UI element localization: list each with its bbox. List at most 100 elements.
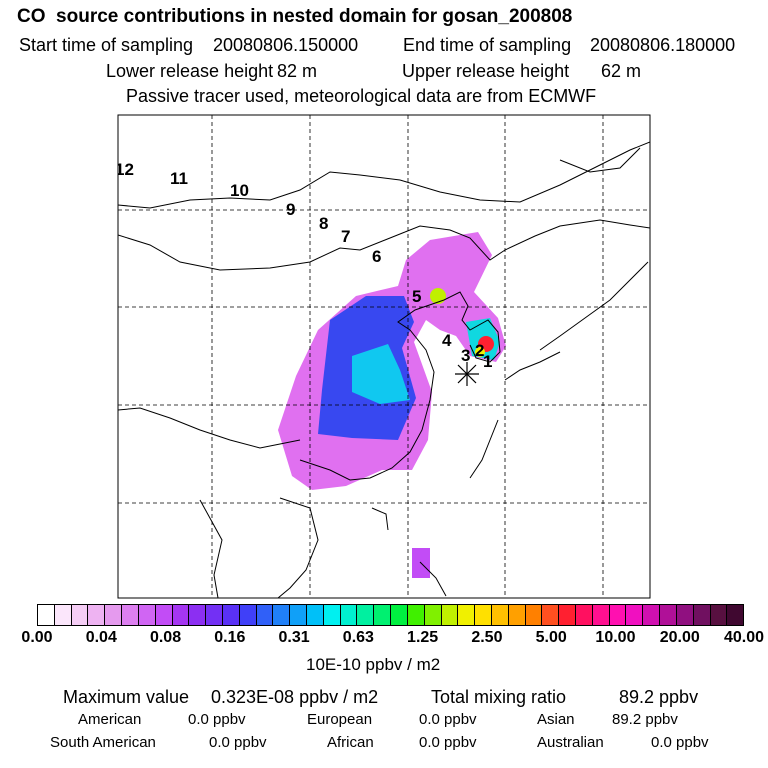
region-name: African <box>327 734 374 751</box>
region-name: Asian <box>537 711 575 728</box>
colorbar-segment <box>542 605 560 625</box>
colorbar-segment <box>424 605 442 625</box>
plume-high <box>475 347 485 357</box>
colorbar-segment <box>710 605 728 625</box>
end-time-value: 20080806.180000 <box>590 35 736 55</box>
region-name: American <box>78 711 142 728</box>
start-time-label: Start time of sampling <box>19 35 194 55</box>
max-value-label: Maximum value <box>63 687 190 707</box>
colorbar-segment <box>609 605 627 625</box>
colorbar-segment <box>660 605 677 625</box>
colorbar-tick-label: 0.08 <box>149 629 182 646</box>
colorbar-segment <box>54 605 72 625</box>
plume-core-inland <box>352 344 410 404</box>
colorbar <box>37 604 744 626</box>
colorbar-segment <box>122 605 139 625</box>
colorbar-segment <box>88 605 106 625</box>
colorbar-segment <box>559 605 576 625</box>
track-label: 1 <box>483 352 492 371</box>
plot-title: CO source contributions in nested domain… <box>17 6 573 27</box>
colorbar-segment <box>676 605 694 625</box>
receptor-marker <box>455 362 479 386</box>
colorbar-segment <box>626 605 644 625</box>
region-value: 89.2 ppbv <box>612 711 678 728</box>
colorbar-tick-label: 0.31 <box>278 629 310 646</box>
region-value: 0.0 ppbv <box>651 734 709 751</box>
track-label: 3 <box>461 346 470 365</box>
colorbar-segment <box>105 605 123 625</box>
region-name: Australian <box>537 734 604 751</box>
start-time-value: 20080806.150000 <box>213 35 359 55</box>
track-label: 10 <box>230 181 249 200</box>
upper-height-value: 62 m <box>601 61 642 81</box>
upper-height-label: Upper release height <box>402 61 570 81</box>
colorbar-tick-label: 2.50 <box>471 629 503 646</box>
colorbar-tick-label: 0.00 <box>21 629 53 646</box>
coastlines <box>118 141 650 598</box>
colorbar-segment <box>340 605 358 625</box>
trajectory-labels: 12 11 10 9 8 7 6 5 4 3 2 1 <box>115 160 492 371</box>
lat-lon-grid <box>118 115 650 598</box>
lower-height-label: Lower release height <box>106 61 274 81</box>
colorbar-segment <box>491 605 509 625</box>
colorbar-segment <box>525 605 543 625</box>
colorbar-segment <box>693 605 711 625</box>
colorbar-segment <box>71 605 89 625</box>
colorbar-segment <box>407 605 425 625</box>
track-label: 4 <box>442 331 452 350</box>
colorbar-segment <box>576 605 593 625</box>
track-label: 9 <box>286 200 295 219</box>
track-label: 11 <box>170 169 188 188</box>
colorbar-segment <box>357 605 375 625</box>
colorbar-segment <box>643 605 661 625</box>
max-value: 0.323E-08 ppbv / m2 <box>211 687 379 707</box>
track-label: 2 <box>475 341 484 360</box>
colorbar-segment <box>172 605 190 625</box>
colorbar-segment <box>374 605 392 625</box>
colorbar-tick-label: 40.00 <box>723 629 765 646</box>
colorbar-segment <box>290 605 307 625</box>
colorbar-tick-label: 5.00 <box>535 629 567 646</box>
track-label: 5 <box>412 287 421 306</box>
colorbar-segment <box>189 605 207 625</box>
colorbar-tick-label: 20.00 <box>659 629 700 646</box>
colorbar-unit: 10E-10 ppbv / m2 <box>306 655 441 674</box>
colorbar-segment <box>239 605 257 625</box>
colorbar-tick-label: 0.04 <box>85 629 117 646</box>
colorbar-tick-label: 1.25 <box>407 629 439 646</box>
model-note: Passive tracer used, meteorological data… <box>126 86 597 106</box>
colorbar-segment <box>592 605 610 625</box>
colorbar-segment <box>475 605 492 625</box>
colorbar-segment <box>138 605 156 625</box>
colorbar-tick-label: 0.63 <box>342 629 374 646</box>
concentration-field <box>278 232 506 578</box>
plume-north <box>430 288 446 304</box>
track-label: 7 <box>341 227 350 246</box>
region-name: South American <box>50 734 156 751</box>
total-mixing-label: Total mixing ratio <box>431 687 567 707</box>
colorbar-segment <box>441 605 459 625</box>
track-label: 6 <box>372 247 381 266</box>
colorbar-tick-label: 0.16 <box>214 629 246 646</box>
colorbar-segment <box>508 605 526 625</box>
track-label: 12 <box>115 160 134 179</box>
colorbar-segment <box>273 605 291 625</box>
colorbar-tick-label: 10.00 <box>595 629 636 646</box>
region-value: 0.0 ppbv <box>209 734 267 751</box>
region-value: 0.0 ppbv <box>188 711 246 728</box>
colorbar-segment <box>391 605 408 625</box>
total-mixing-value: 89.2 ppbv <box>619 687 699 707</box>
track-label: 8 <box>319 214 328 233</box>
colorbar-segment <box>155 605 173 625</box>
map-frame <box>117 114 651 599</box>
region-value: 0.0 ppbv <box>419 734 477 751</box>
colorbar-segment <box>458 605 476 625</box>
colorbar-segment <box>222 605 240 625</box>
colorbar-segment <box>323 605 341 625</box>
colorbar-segment <box>38 605 55 625</box>
colorbar-segment <box>307 605 324 625</box>
lower-height-value: 82 m <box>277 61 318 81</box>
region-value: 0.0 ppbv <box>419 711 477 728</box>
colorbar-segment <box>727 605 744 625</box>
